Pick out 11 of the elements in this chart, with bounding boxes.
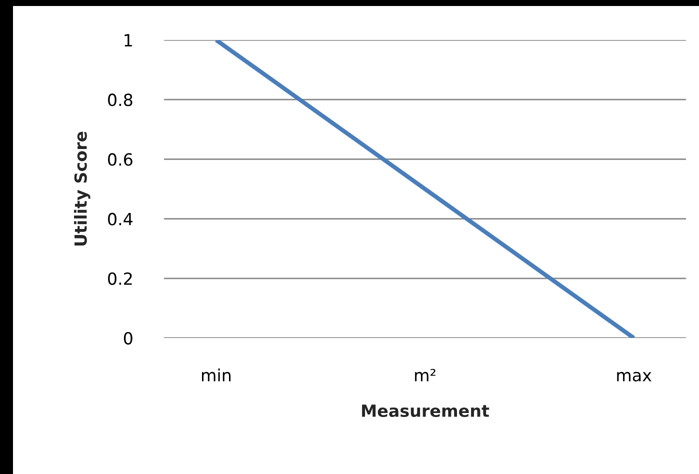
y-tick-label: 0.6 [108,153,132,166]
x-axis-title: Measurement [362,404,490,418]
y-tick-label: 0.4 [108,212,133,226]
y-tick-label: 0.2 [108,272,132,285]
x-tick-label: min [202,368,230,382]
x-tick-label: m² [415,368,436,382]
y-tick-label: 1 [124,34,132,46]
y-axis-title: Utility Score [74,132,90,246]
y-tick-label: 0.8 [108,94,132,106]
y-tick-label: 0 [124,332,132,345]
x-tick-label: max [617,372,652,382]
